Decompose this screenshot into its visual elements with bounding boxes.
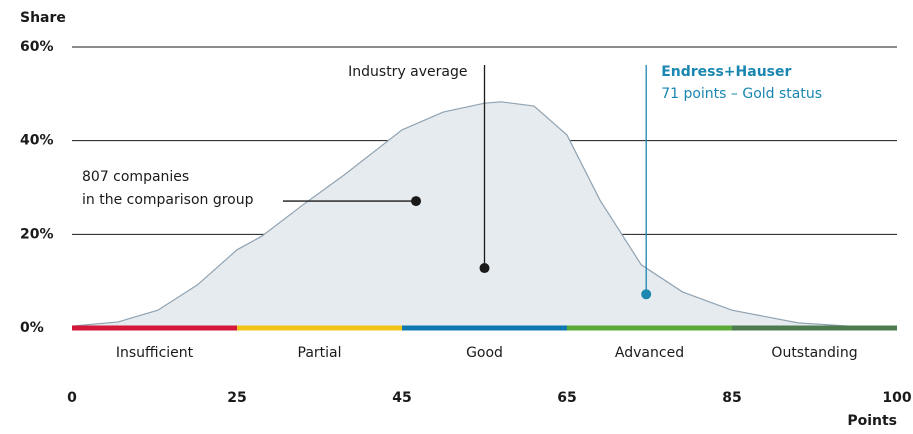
annotation-text: in the comparison group xyxy=(82,192,254,208)
band-label: Good xyxy=(466,345,503,361)
band xyxy=(72,325,237,331)
y-tick-label: 60% xyxy=(20,39,54,55)
annotation-dot xyxy=(479,263,490,274)
x-tick-label: 85 xyxy=(722,390,741,406)
band-label: Partial xyxy=(298,345,342,361)
x-tick-label: 45 xyxy=(392,390,411,406)
annotation-text: Industry average xyxy=(348,64,467,80)
y-axis-label: Share xyxy=(20,10,66,26)
x-tick-label: 25 xyxy=(227,390,246,406)
annotation-text: 807 companies xyxy=(82,169,189,185)
y-tick-label: 0% xyxy=(20,320,44,336)
y-tick-label: 20% xyxy=(20,226,54,242)
x-tick-label: 65 xyxy=(557,390,576,406)
band-label: Advanced xyxy=(615,345,684,361)
annotation-text: Endress+Hauser xyxy=(661,64,791,80)
annotation-dot xyxy=(641,289,652,300)
band xyxy=(567,325,732,331)
band-label: Insufficient xyxy=(116,345,194,361)
x-tick-label: 100 xyxy=(882,390,911,406)
x-axis-label: Points xyxy=(847,413,897,429)
band xyxy=(237,325,402,331)
band xyxy=(732,325,897,331)
band-label: Outstanding xyxy=(771,345,857,361)
y-tick-label: 40% xyxy=(20,133,54,149)
x-tick-label: 0 xyxy=(67,390,77,406)
annotation-dot xyxy=(411,196,422,207)
band xyxy=(402,325,567,331)
annotation-text: 71 points – Gold status xyxy=(661,86,822,102)
